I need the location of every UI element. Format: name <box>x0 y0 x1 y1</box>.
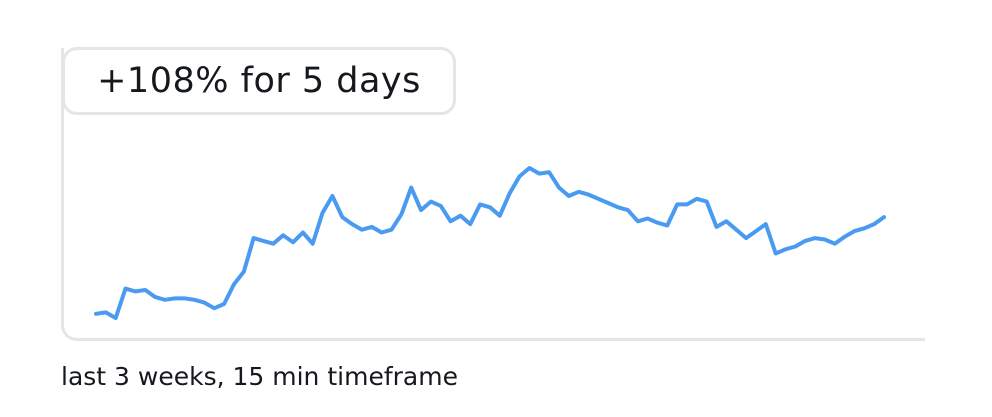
chart-frame <box>61 48 925 341</box>
performance-badge-text: +108% for 5 days <box>97 61 421 101</box>
series-line <box>94 166 886 320</box>
chart-caption: last 3 weeks, 15 min timeframe <box>61 362 458 391</box>
performance-badge: +108% for 5 days <box>62 47 456 115</box>
